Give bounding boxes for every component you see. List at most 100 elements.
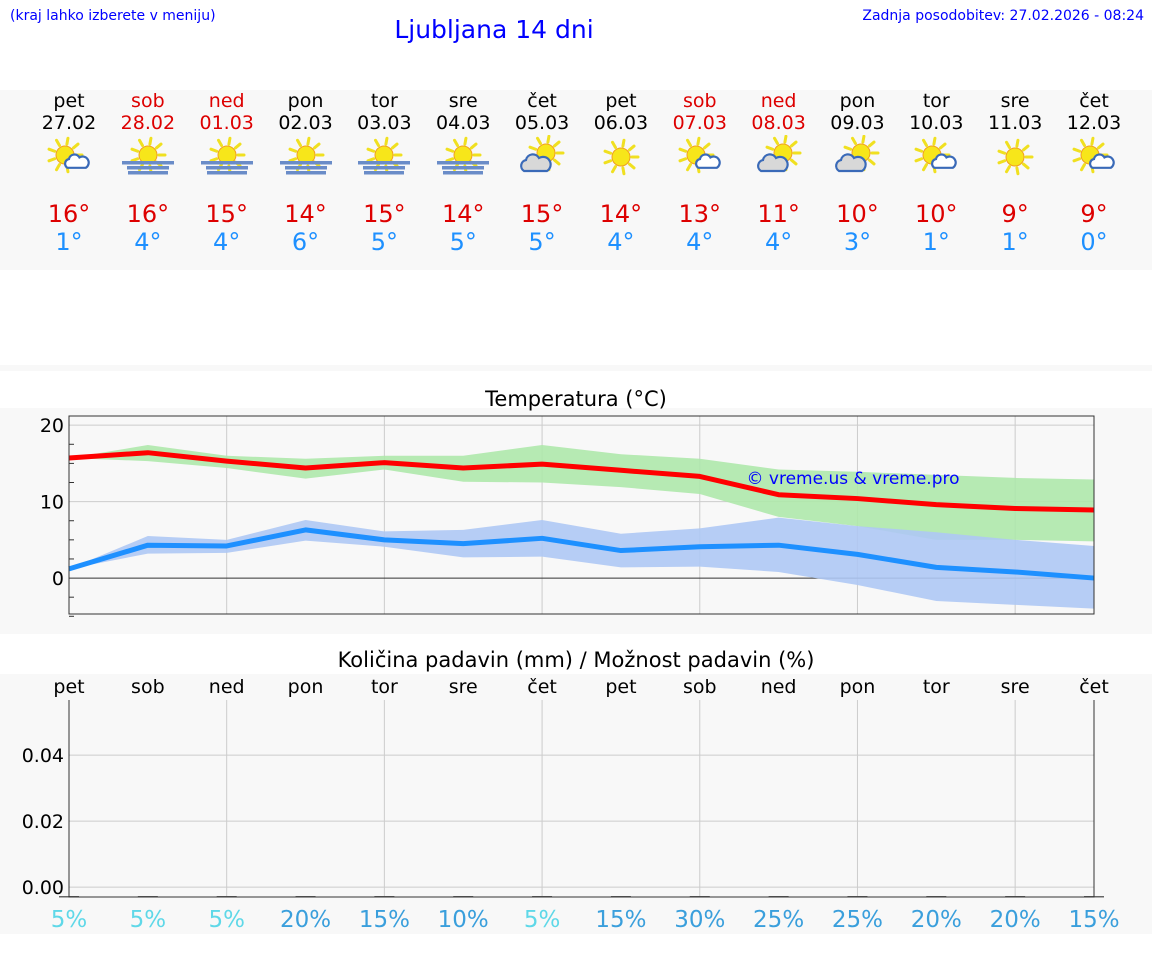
day-date: 11.03: [987, 112, 1043, 134]
day-date: 05.03: [514, 112, 570, 134]
sun-small-cloud-icon: [914, 136, 958, 174]
day-name: čet: [527, 90, 557, 112]
min-temperature: 5°: [370, 228, 399, 256]
watermark: © vreme.us & vreme.pro: [746, 469, 959, 489]
min-temperature: 4°: [764, 228, 793, 256]
day-label: sob: [131, 676, 165, 698]
weather-icon-cell: [344, 135, 424, 189]
sun-fog-icon: [121, 136, 174, 175]
max-temperature: 16°: [47, 200, 91, 228]
max-temperature: 15°: [363, 200, 406, 228]
max-temperature: 14°: [599, 200, 643, 228]
day-date: 01.03: [199, 112, 254, 134]
min-temperature-line: [68, 527, 1095, 581]
min-temperature: 1°: [922, 228, 950, 256]
plot-frame: [68, 415, 1095, 615]
max-temperature: 15°: [520, 200, 564, 228]
precip-probability: 5%: [524, 907, 561, 933]
day-label: čet: [527, 676, 557, 698]
precip-probability: 15%: [595, 907, 646, 933]
precip-probability: 30%: [674, 907, 725, 933]
max-temperature: 14°: [441, 200, 485, 228]
precip-probability: 5%: [130, 907, 167, 933]
day-date: 08.03: [751, 112, 806, 134]
weather-icon-cell: [266, 135, 346, 189]
min-temperature: 5°: [449, 228, 477, 256]
weather-icon-cell: [502, 134, 582, 189]
min-temperature: 4°: [607, 228, 635, 256]
sun-icon: [997, 138, 1034, 176]
weather-icon-cell: [739, 134, 819, 189]
precip-probability: 5%: [51, 907, 88, 933]
day-date: 04.03: [436, 112, 491, 134]
max-temperature: 11°: [757, 200, 800, 228]
day-label: sob: [683, 676, 717, 698]
weather-icon-cell: [187, 135, 267, 189]
sun-big-cloud-icon: [520, 134, 565, 173]
precip-probability: 5%: [208, 907, 245, 933]
max-temperature: 16°: [126, 200, 170, 228]
min-temperature: 4°: [134, 228, 162, 256]
min-temperature: 4°: [213, 228, 241, 256]
precip-probability: 25%: [753, 907, 804, 933]
sun-fog-icon: [437, 136, 490, 175]
day-date: 07.03: [672, 112, 727, 134]
day-name: pet: [53, 90, 85, 112]
day-date: 12.03: [1066, 112, 1122, 134]
day-name: ned: [760, 90, 797, 112]
day-label: sre: [1001, 676, 1030, 698]
min-temperature: 6°: [291, 228, 320, 256]
day-date: 09.03: [830, 112, 885, 134]
max-temperature: 13°: [678, 200, 722, 228]
divider: [0, 365, 1152, 371]
sun-small-cloud-icon: [1072, 136, 1115, 174]
min-temperature: 1°: [1001, 228, 1029, 256]
sun-fog-icon: [358, 136, 411, 175]
weather-icon-cell: [29, 135, 109, 189]
day-date: 02.03: [278, 112, 333, 134]
day-label: pet: [605, 676, 636, 698]
day-label: čet: [1079, 676, 1109, 698]
plot-frame: [68, 700, 1095, 898]
precip-probability: 10%: [438, 907, 489, 933]
y-tick-label: 10: [40, 492, 64, 514]
max-temperature: 9°: [1001, 200, 1029, 228]
sun-small-cloud-icon: [678, 136, 721, 174]
day-label: pon: [288, 676, 324, 698]
day-label: pon: [840, 676, 876, 698]
day-label: pet: [53, 676, 84, 698]
day-date: 03.03: [357, 112, 412, 134]
daily-forecast-strip: pet 27.02 16° 1° sob 28.02 16° 4° ned 01.03 15° 4° p…: [0, 90, 1152, 270]
day-label: tor: [923, 676, 950, 698]
temperature-chart-title: Temperatura (°C): [485, 387, 667, 411]
sun-fog-icon: [200, 136, 253, 175]
weather-icon-cell: [896, 135, 976, 189]
weather-icon-cell: [423, 135, 503, 189]
day-name: sob: [131, 90, 165, 112]
day-label: tor: [371, 676, 398, 698]
day-name: ned: [208, 90, 245, 112]
page-title: Ljubljana 14 dni: [394, 15, 594, 44]
precip-probability: 20%: [990, 907, 1041, 933]
day-label: sre: [449, 676, 478, 698]
day-name: tor: [922, 90, 950, 112]
min-temperature: 1°: [55, 228, 83, 256]
day-name: tor: [370, 90, 398, 112]
min-temperature: 3°: [843, 228, 872, 256]
sun-small-cloud-icon: [47, 136, 90, 174]
sun-big-cloud-icon: [756, 134, 802, 173]
day-label: ned: [209, 676, 245, 698]
day-date: 27.02: [41, 112, 97, 134]
sun-big-cloud-icon: [835, 134, 880, 173]
weather-icon-cell: [817, 134, 897, 189]
day-date: 06.03: [593, 112, 649, 134]
max-temperature: 9°: [1080, 200, 1108, 228]
day-name: sre: [1000, 90, 1030, 112]
weather-icon-cell: [581, 135, 661, 189]
day-date: 28.02: [120, 112, 176, 134]
y-tick-label: 0: [52, 568, 64, 590]
day-name: pon: [287, 90, 324, 112]
day-name: sre: [448, 90, 478, 112]
